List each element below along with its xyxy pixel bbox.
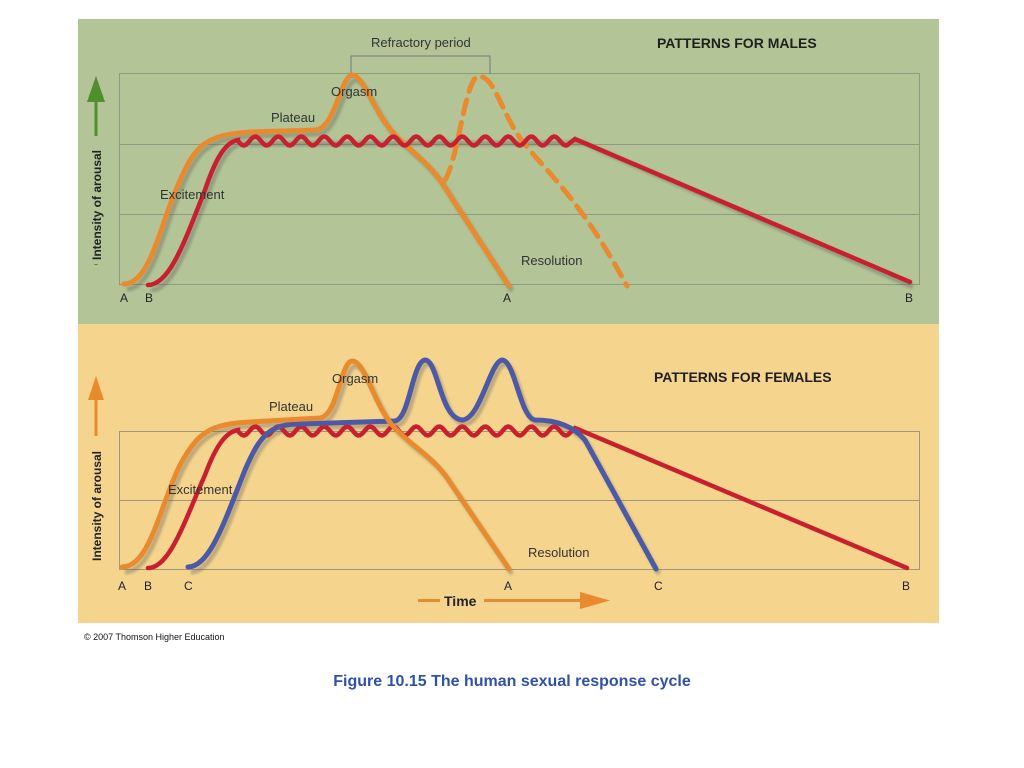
- female-tick-start-a: A: [118, 579, 126, 593]
- time-label-bg: [440, 590, 484, 610]
- male-plateau-label: Plateau: [271, 110, 315, 125]
- refractory-bracket: [350, 55, 491, 74]
- male-excitement-label: Excitement: [160, 187, 225, 202]
- female-y-label-bg: [86, 436, 106, 564]
- x-axis-time-label: Time: [444, 593, 477, 609]
- female-panel: Intensity of arousal PATTERNS FOR FEMALE…: [78, 324, 939, 623]
- female-tick-end-a: A: [504, 579, 512, 593]
- female-pattern-b-curve: [145, 424, 910, 571]
- male-panel-title: PATTERNS FOR MALES: [657, 35, 817, 51]
- male-pattern-b-curve: [145, 134, 913, 288]
- male-tick-start-b: B: [145, 291, 153, 305]
- male-panel-background: [78, 19, 939, 324]
- male-y-axis-arrow-head: [87, 76, 105, 102]
- female-tick-start-b: B: [144, 579, 152, 593]
- female-resolution-label: Resolution: [528, 545, 589, 560]
- female-tick-end-b: B: [902, 579, 910, 593]
- male-tick-end-b: B: [905, 291, 913, 305]
- male-chart-frame: [119, 73, 920, 285]
- figure-caption: Figure 10.15 The human sexual response c…: [333, 673, 691, 690]
- female-y-axis-label: Intensity of arousal: [90, 451, 104, 561]
- female-plateau-label: Plateau: [269, 399, 313, 414]
- male-orgasm-label: Orgasm: [331, 84, 377, 99]
- female-panel-title: PATTERNS FOR FEMALES: [654, 369, 832, 385]
- male-resolution-label: Resolution: [521, 253, 582, 268]
- time-arrow-head: [580, 592, 610, 609]
- female-orgasm-label: Orgasm: [332, 371, 378, 386]
- male-tick-start-a: A: [120, 291, 128, 305]
- male-y-label-bg: [86, 136, 106, 264]
- female-y-axis-arrow-head: [88, 376, 104, 400]
- female-pattern-a-curve: [119, 358, 512, 572]
- male-tick-end-a: A: [503, 291, 511, 305]
- male-y-axis-label: Intensity of arousal: [90, 150, 104, 260]
- female-pattern-c-curve: [185, 357, 659, 572]
- male-panel: Intensity of arousal PATTERNS FOR MALES …: [78, 19, 939, 324]
- female-tick-end-c: C: [654, 579, 663, 593]
- copyright-notice: © 2007 Thomson Higher Education: [84, 632, 225, 642]
- female-excitement-label: Excitement: [168, 482, 233, 497]
- male-pattern-a-dashed-curve: [442, 73, 630, 289]
- refractory-period-label: Refractory period: [371, 35, 471, 50]
- female-tick-start-c: C: [184, 579, 193, 593]
